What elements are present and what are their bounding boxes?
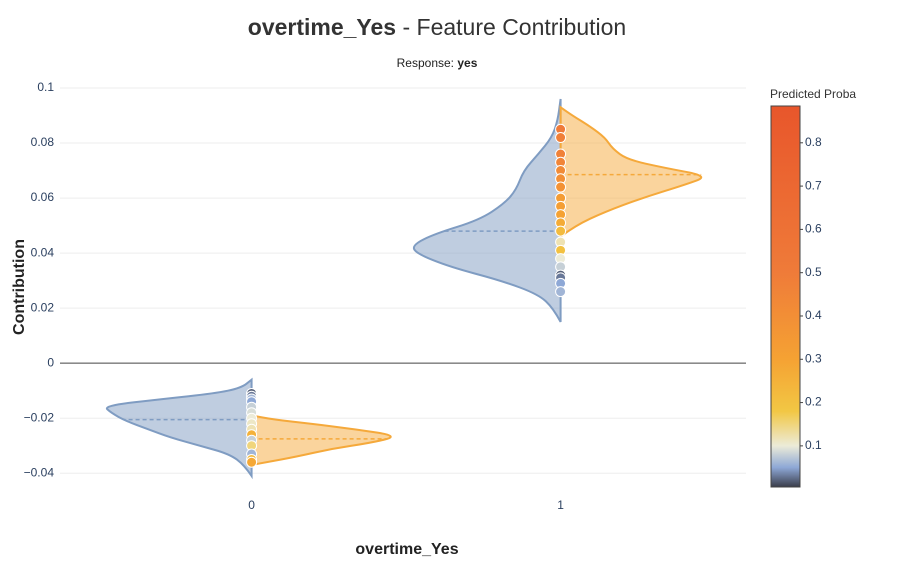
y-tick-label: 0.06 <box>31 190 55 204</box>
title-rest: - Feature Contribution <box>402 14 626 40</box>
y-axis-label: Contribution <box>11 239 28 335</box>
x-axis-label: overtime_Yes <box>355 541 458 558</box>
colorbar-tick-label: 0.3 <box>805 351 822 365</box>
colorbar-tick-label: 0.2 <box>805 395 822 409</box>
point <box>555 286 567 298</box>
y-tick-label: 0.04 <box>31 245 55 259</box>
x-tick-label: 0 <box>248 498 255 512</box>
point <box>555 225 567 237</box>
violin-half <box>559 105 703 239</box>
colorbar-title: Predicted Proba <box>770 87 856 101</box>
y-tick-label: −0.02 <box>24 410 55 424</box>
point <box>555 181 567 193</box>
y-tick-label: −0.04 <box>24 465 55 479</box>
y-tick-label: 0 <box>47 355 54 369</box>
violin-half <box>412 98 562 323</box>
colorbar-tick-label: 0.1 <box>805 438 822 452</box>
colorbar-tick-label: 0.6 <box>805 222 822 236</box>
violin-half <box>250 414 392 467</box>
colorbar-tick-label: 0.8 <box>805 135 822 149</box>
colorbar <box>770 105 801 488</box>
colorbar-tick-label: 0.4 <box>805 308 822 322</box>
point <box>555 132 567 144</box>
colorbar-tick-label: 0.7 <box>805 178 822 192</box>
point <box>246 456 258 468</box>
subtitle: Response: yes <box>397 56 478 70</box>
chart-title: overtime_Yes - Feature Contribution <box>248 14 626 40</box>
y-tick-label: 0.08 <box>31 135 55 149</box>
response: yes <box>457 56 477 70</box>
x-tick-label: 1 <box>557 498 564 512</box>
subtitle-label: Response: <box>397 56 454 70</box>
y-tick-label: 0.02 <box>31 300 55 314</box>
title-bold: overtime_Yes <box>248 14 396 40</box>
violin-half <box>105 377 253 480</box>
colorbar-tick-label: 0.5 <box>805 265 822 279</box>
y-tick-label: 0.1 <box>37 80 54 94</box>
